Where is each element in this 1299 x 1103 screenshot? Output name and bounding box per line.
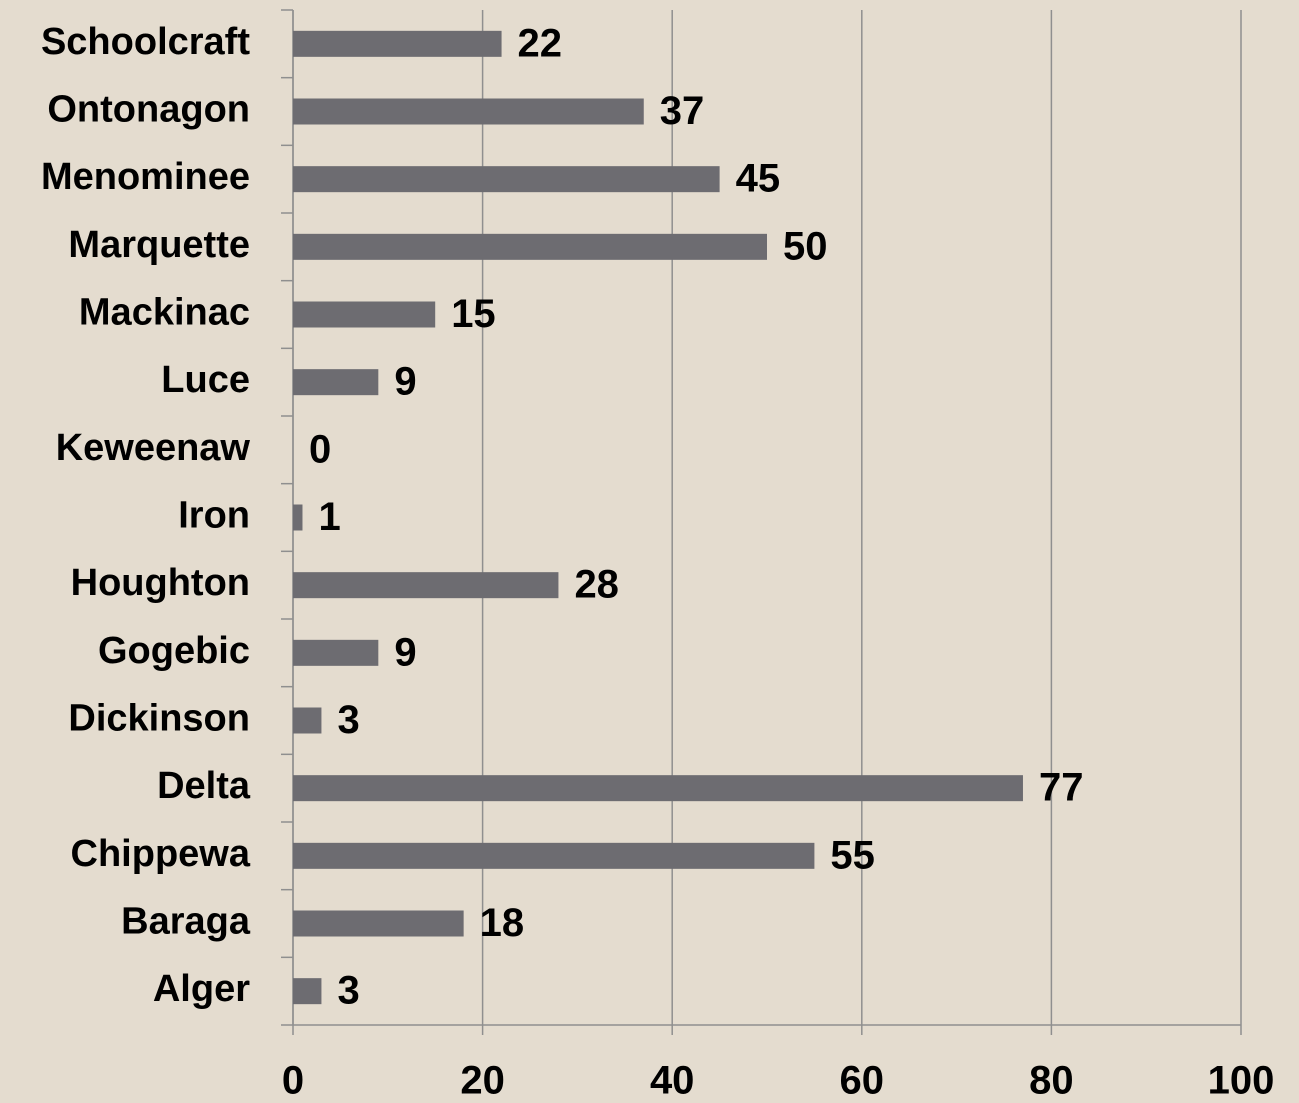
x-tick-label: 0 bbox=[282, 1059, 304, 1103]
y-tick-label: Iron bbox=[178, 495, 250, 537]
y-tick-label: Dickinson bbox=[68, 698, 250, 740]
bar bbox=[293, 233, 767, 260]
value-label: 1 bbox=[318, 495, 340, 539]
y-tick-label: Luce bbox=[161, 359, 250, 401]
value-label: 28 bbox=[574, 563, 619, 607]
y-tick-label: Mackinac bbox=[79, 292, 250, 334]
value-label: 77 bbox=[1039, 766, 1084, 810]
y-tick-label: Gogebic bbox=[98, 630, 250, 672]
bar bbox=[293, 98, 644, 125]
bar bbox=[293, 978, 322, 1005]
bar bbox=[293, 504, 303, 531]
x-tick-label: 100 bbox=[1208, 1059, 1275, 1103]
x-tick-label: 80 bbox=[1029, 1059, 1074, 1103]
bar bbox=[293, 369, 379, 396]
bar bbox=[293, 301, 436, 328]
value-label: 9 bbox=[394, 360, 416, 404]
bar bbox=[293, 842, 815, 869]
x-tick-label: 60 bbox=[840, 1059, 885, 1103]
value-label: 45 bbox=[736, 157, 781, 201]
value-label: 37 bbox=[660, 89, 705, 133]
bar bbox=[293, 166, 720, 193]
value-label: 22 bbox=[518, 21, 563, 65]
y-tick-label: Houghton bbox=[71, 562, 250, 604]
value-label: 18 bbox=[480, 901, 525, 945]
y-tick-label: Keweenaw bbox=[56, 427, 251, 469]
bar bbox=[293, 30, 502, 57]
value-label: 15 bbox=[451, 292, 496, 336]
x-tick-label: 40 bbox=[650, 1059, 695, 1103]
y-tick-label: Alger bbox=[153, 968, 250, 1010]
y-tick-label: Marquette bbox=[68, 224, 250, 266]
value-label: 3 bbox=[337, 698, 359, 742]
y-tick-label: Baraga bbox=[121, 901, 251, 943]
bar bbox=[293, 572, 559, 599]
value-label: 3 bbox=[337, 969, 359, 1013]
y-tick-label: Ontonagon bbox=[47, 89, 250, 131]
y-tick-label: Chippewa bbox=[71, 833, 251, 875]
bar bbox=[293, 639, 379, 666]
value-label: 50 bbox=[783, 224, 828, 268]
bar bbox=[293, 775, 1023, 802]
value-label: 55 bbox=[830, 833, 875, 877]
y-tick-label: Schoolcraft bbox=[41, 21, 250, 63]
value-label: 9 bbox=[394, 630, 416, 674]
value-label: 0 bbox=[309, 427, 331, 471]
y-tick-label: Menominee bbox=[41, 156, 250, 198]
y-tick-label: Delta bbox=[157, 765, 251, 807]
bar bbox=[293, 910, 464, 937]
x-tick-label: 20 bbox=[460, 1059, 505, 1103]
bar bbox=[293, 707, 322, 734]
